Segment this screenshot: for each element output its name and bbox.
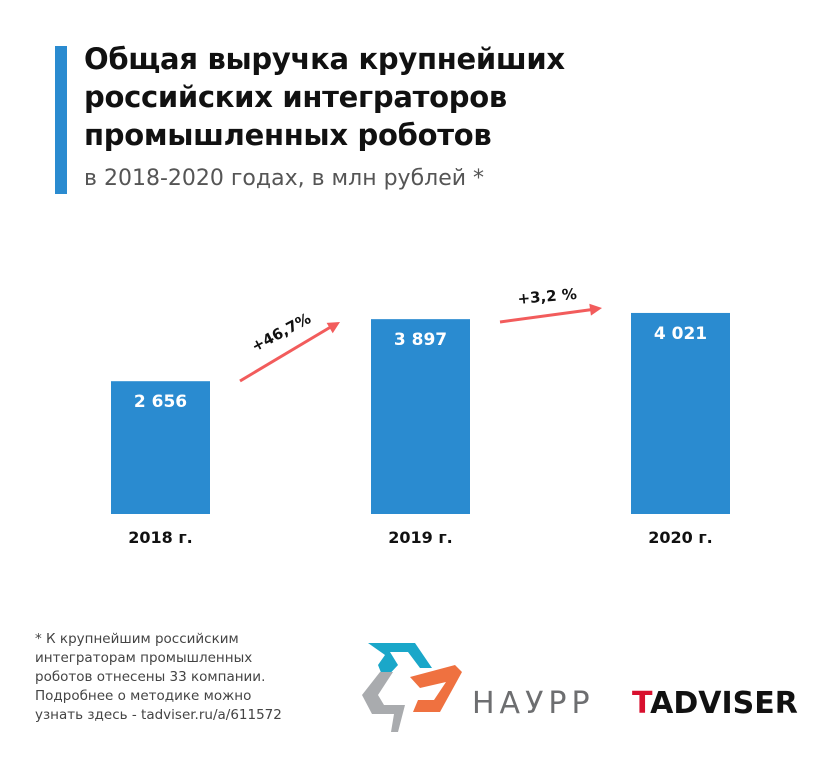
footnote-line: роботов отнесены 33 компании.: [35, 669, 266, 685]
bar: [111, 381, 210, 514]
tadviser-logo: TADVISER: [632, 686, 798, 721]
footnote: * К крупнейшим российским интеграторам п…: [35, 630, 335, 725]
growth-label: +3,2 %: [517, 285, 578, 308]
x-tick-label: 2019 г.: [388, 528, 453, 547]
bar-value-label: 4 021: [654, 324, 707, 344]
title-accent-bar: [55, 46, 67, 194]
footnote-line: Подробнее о методике можно: [35, 688, 252, 704]
bar: [631, 312, 730, 514]
tadviser-logo-t: T: [632, 686, 651, 721]
x-tick-label: 2020 г.: [648, 528, 713, 547]
growth-label: +46,7%: [248, 309, 313, 355]
growth-arrowhead: [326, 322, 340, 334]
footnote-line: * К крупнейшим российским: [35, 631, 239, 647]
bar-value-label: 3 897: [394, 330, 447, 350]
growth-arrow: [239, 323, 335, 383]
haypp-logo-text: НАУРР: [472, 686, 595, 721]
bar-chart: 2 656 2018 г. 3 897 2019 г. 4 021 2020 г. +46,…: [111, 285, 730, 547]
growth-arrowhead: [589, 303, 602, 316]
chart-title: Общая выручка крупнейших российских инте…: [84, 42, 565, 152]
footnote-line: интеграторам промышленных: [35, 650, 253, 666]
chart-subtitle: в 2018-2020 годах, в млн рублей *: [84, 166, 485, 191]
growth-arrow: [499, 307, 597, 324]
tadviser-logo-rest: ADVISER: [650, 686, 798, 721]
bar-value-label: 2 656: [134, 392, 187, 412]
footnote-link[interactable]: узнать здесь - tadviser.ru/a/611572: [35, 707, 282, 723]
x-tick-label: 2018 г.: [128, 528, 193, 547]
bar: [371, 319, 470, 514]
